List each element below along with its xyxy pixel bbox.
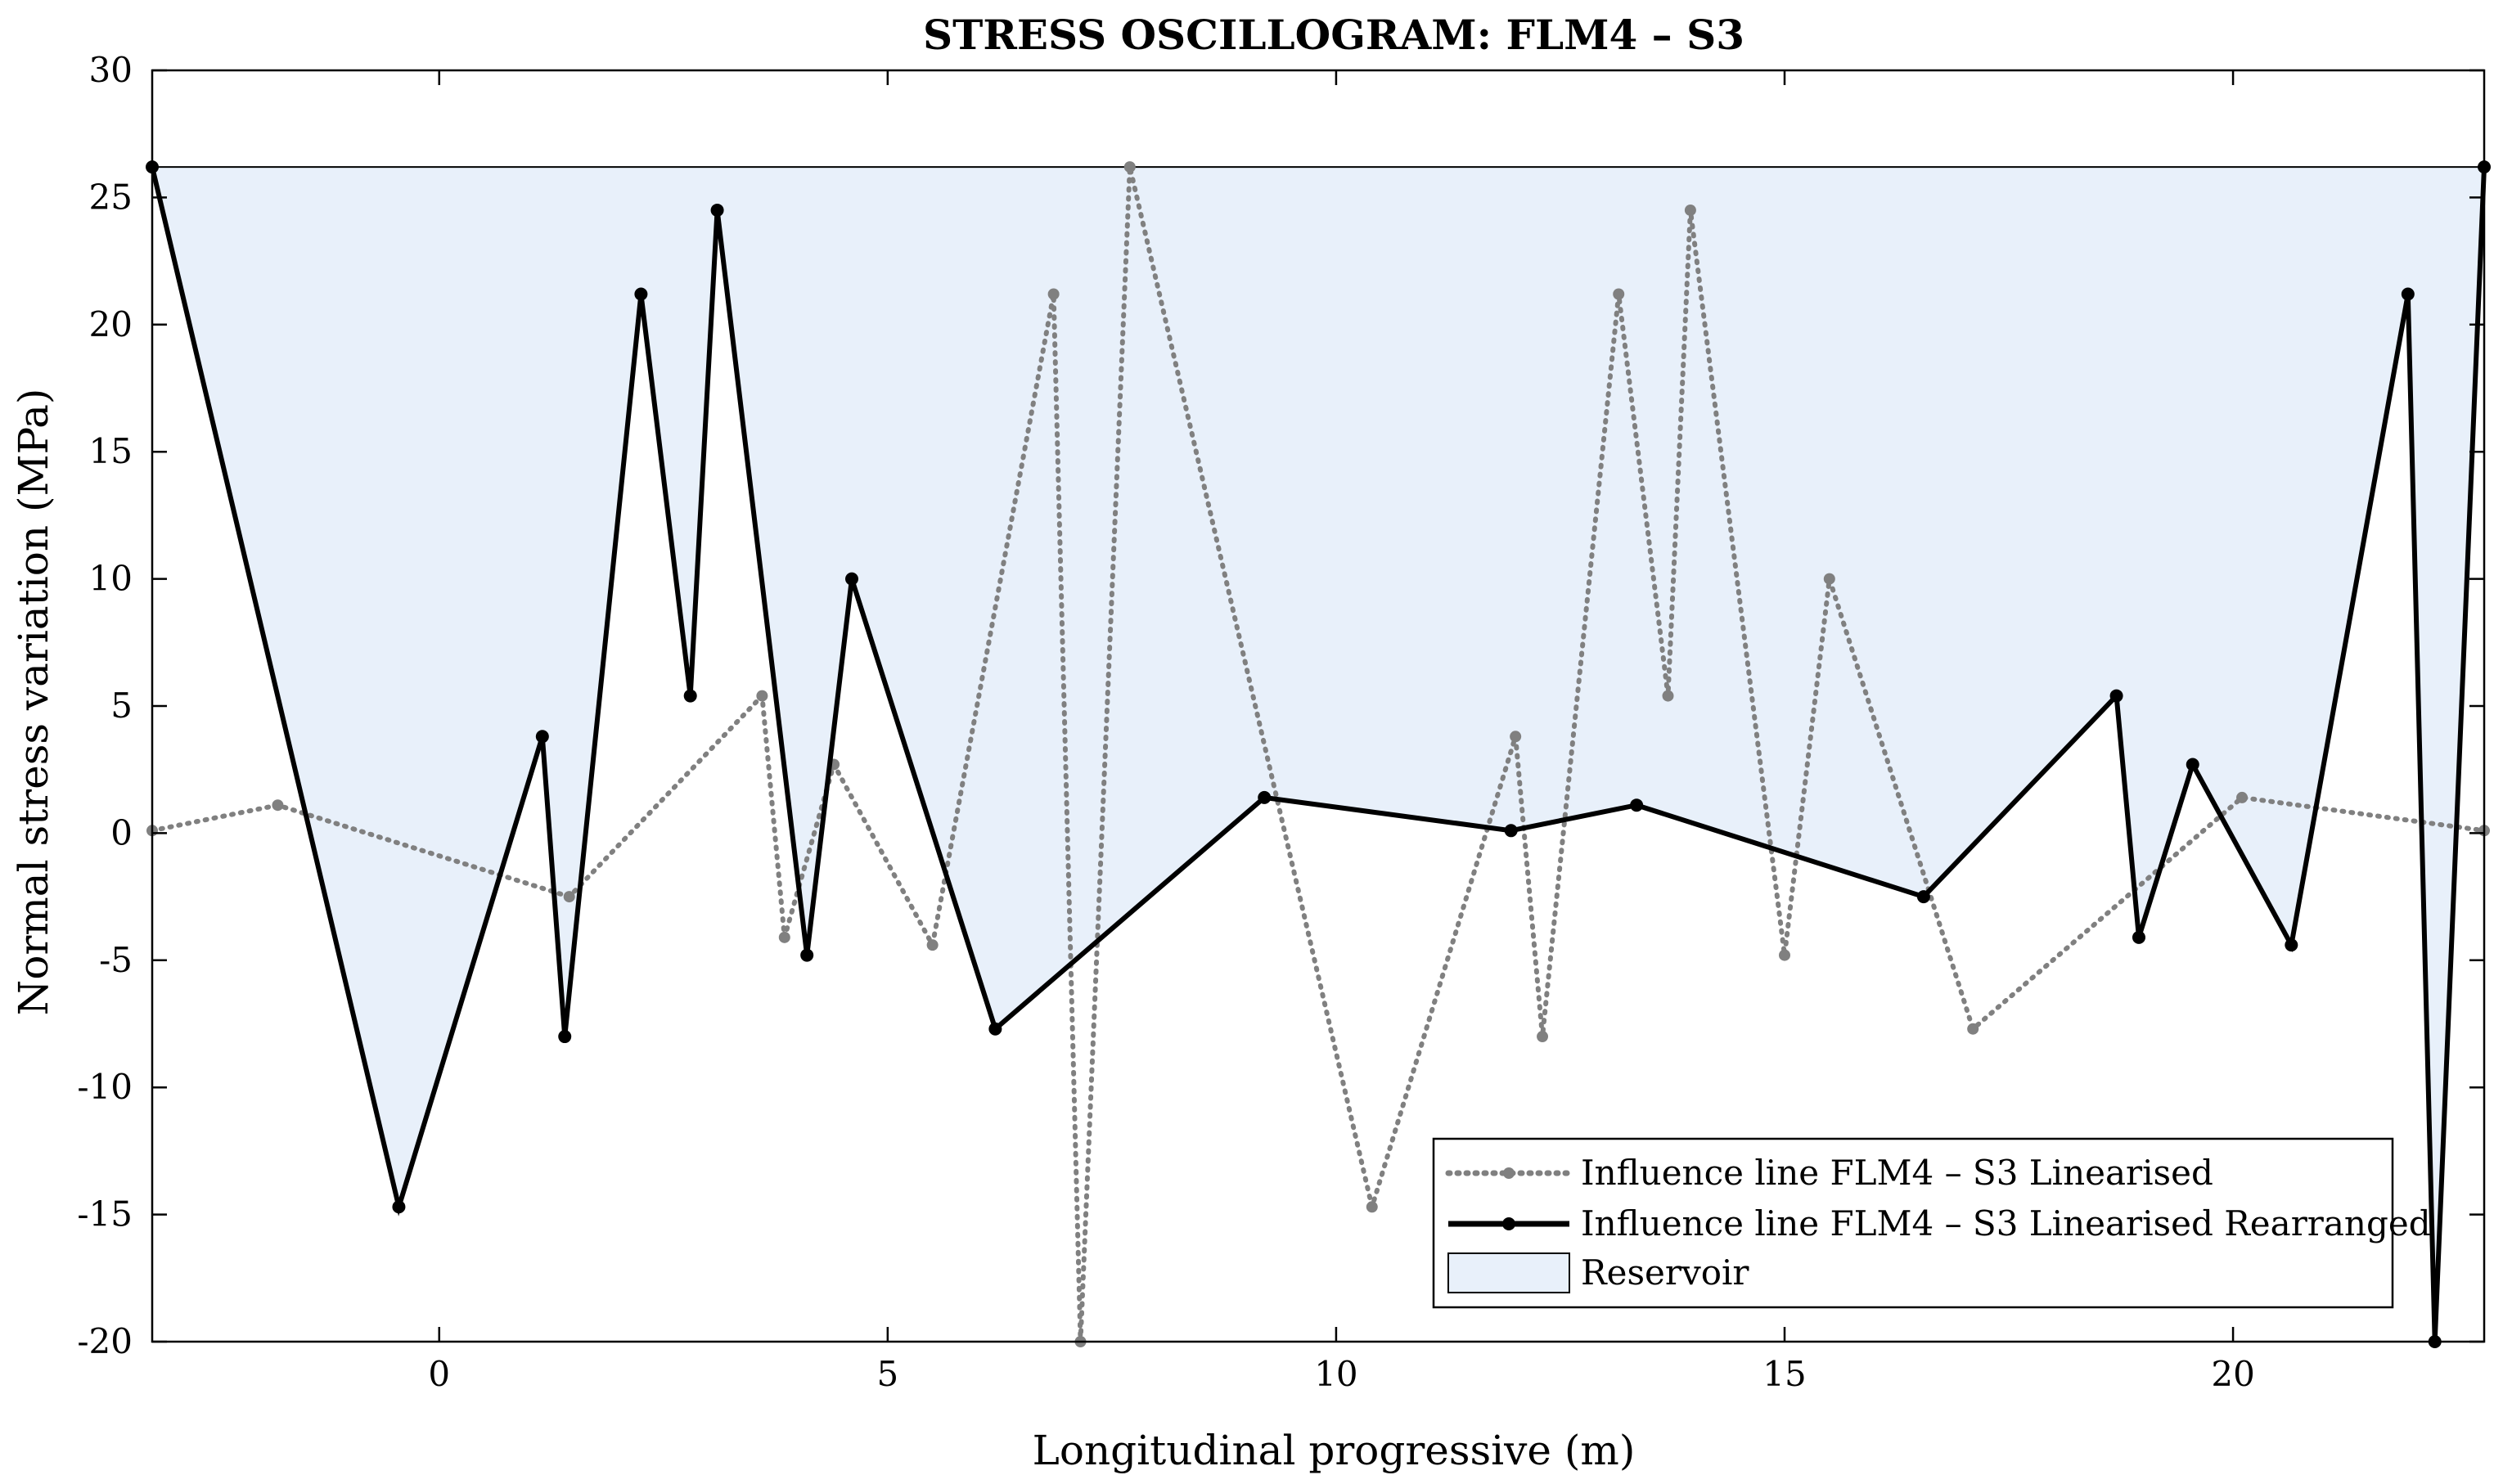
rearranged-point — [535, 730, 549, 744]
linearised-point — [1967, 1023, 1979, 1035]
linearised-point — [1823, 573, 1835, 585]
rearranged-point — [558, 1030, 572, 1044]
linearised-point — [1662, 690, 1674, 702]
linearised-point — [1366, 1201, 1378, 1213]
legend-rearranged-label: Influence line FLM4 – S3 Linearised Rear… — [1581, 1203, 2431, 1243]
linearised-point — [778, 931, 790, 943]
y-tick-label: 20 — [89, 304, 133, 344]
linearised-point — [756, 690, 768, 702]
rearranged-point — [1258, 790, 1272, 804]
y-tick-label: -10 — [77, 1067, 133, 1107]
y-axis-label: Normal stress variation (MPa) — [10, 389, 57, 1016]
linearised-point — [926, 939, 939, 951]
x-tick-label: 0 — [428, 1354, 450, 1394]
linearised-point — [1537, 1031, 1549, 1043]
y-tick-label: 0 — [110, 812, 133, 852]
rearranged-point — [710, 203, 724, 217]
rearranged-point — [2132, 930, 2145, 944]
rearranged-point — [988, 1022, 1002, 1036]
legend-rearranged-marker — [1502, 1217, 1515, 1230]
linearised-point — [2236, 791, 2249, 803]
linearised-point — [272, 799, 284, 812]
y-tick-label: -20 — [77, 1321, 133, 1361]
rearranged-point — [2186, 758, 2199, 771]
y-tick-label: -15 — [77, 1194, 133, 1234]
legend-box — [1432, 1137, 2394, 1309]
rearranged-point — [2285, 938, 2298, 952]
y-tick-label: 15 — [89, 431, 133, 471]
linearised-point — [1047, 288, 1060, 300]
rearranged-point — [800, 948, 814, 962]
rearranged-point — [634, 287, 648, 301]
linearised-point — [1613, 288, 1625, 300]
rearranged-point — [1916, 890, 1930, 904]
rearranged-point — [683, 689, 697, 703]
legend-linearised-label: Influence line FLM4 – S3 Linearised — [1581, 1153, 2213, 1193]
linearised-point — [1123, 161, 1136, 173]
linearised-point — [1779, 949, 1790, 961]
x-tick-label: 10 — [1314, 1354, 1357, 1394]
x-tick-label: 5 — [876, 1354, 898, 1394]
legend: Influence line FLM4 – S3 Linearised Infl… — [1432, 1137, 2431, 1309]
rearranged-point — [1504, 824, 1518, 838]
rearranged-point — [2109, 689, 2123, 703]
legend-reservoir-label: Reservoir — [1581, 1252, 1749, 1293]
y-tick-label: 5 — [110, 686, 133, 726]
linearised-point — [1684, 204, 1696, 216]
rearranged-point — [392, 1200, 406, 1214]
legend-reservoir-swatch — [1447, 1252, 1570, 1293]
rearranged-point — [1630, 798, 1644, 812]
x-axis-label: Longitudinal progressive (m) — [1033, 1427, 1636, 1474]
y-tick-label: -5 — [99, 940, 133, 980]
y-tick-label: 25 — [89, 177, 133, 217]
linearised-point — [563, 891, 575, 903]
x-tick-label: 20 — [2211, 1354, 2254, 1394]
x-tick-label: 15 — [1762, 1354, 1806, 1394]
plot-area: 0 5 10 15 20 -20 -15 -10 -5 0 5 10 15 20 25 30 — [77, 50, 2491, 1394]
reservoir-area — [152, 167, 2484, 1342]
y-tick-label: 30 — [89, 50, 133, 90]
linearised-point — [1510, 731, 1522, 743]
rearranged-point — [845, 572, 858, 586]
y-tick-label: 10 — [89, 559, 133, 599]
rearranged-point — [2401, 287, 2415, 301]
legend-linearised-marker — [1503, 1167, 1515, 1179]
chart-title: STRESS OSCILLOGRAM: FLM4 – S3 — [923, 11, 1744, 59]
